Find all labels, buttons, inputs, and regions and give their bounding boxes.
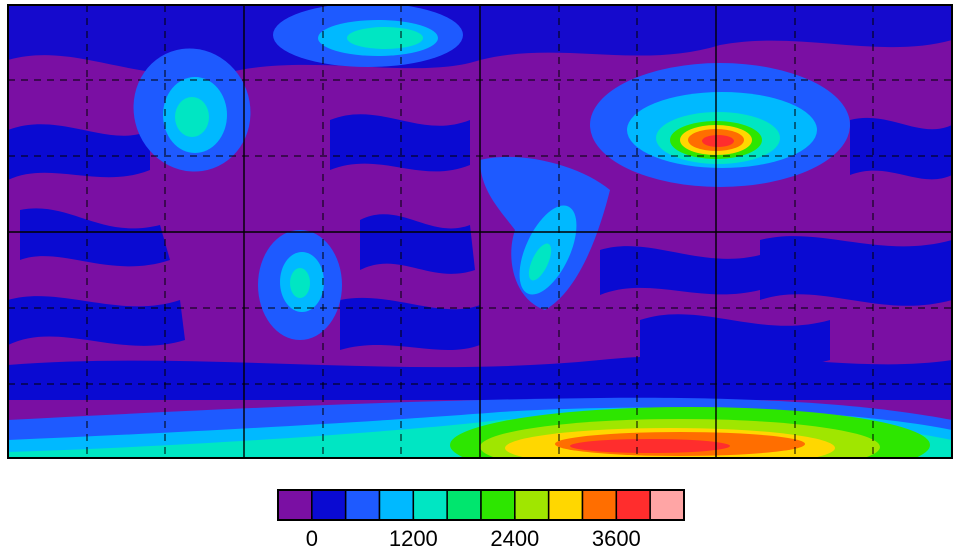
colorbar: 0 1200 2400 3600 <box>277 489 685 551</box>
colorbar-frame <box>277 489 685 521</box>
colorbar-cell <box>581 489 618 521</box>
colorbar-cell <box>514 489 550 521</box>
colorbar-tick-label: 3600 <box>592 526 641 551</box>
map-frame <box>7 4 953 459</box>
africa-high <box>480 156 610 310</box>
colorbar-cell <box>480 489 516 521</box>
colorbar-tick-label: 1200 <box>389 526 438 551</box>
rockies-high <box>133 48 251 172</box>
colorbar-cell <box>547 489 584 521</box>
colorbar-cell <box>615 489 651 521</box>
colorbar-cell <box>412 489 448 521</box>
colorbar-cell <box>378 489 415 521</box>
colorbar-tick-label: 2400 <box>490 526 539 551</box>
colorbar-cell <box>344 489 381 521</box>
greenland-high <box>273 5 463 67</box>
colorbar-cell <box>649 489 685 521</box>
colorbar-cell <box>277 489 313 521</box>
colorbar-cell <box>446 489 482 521</box>
andes-high <box>258 230 342 340</box>
tibet-high <box>590 63 850 187</box>
colorbar-tick-label: 0 <box>306 526 318 551</box>
grid <box>8 5 952 458</box>
colorbar-cell <box>311 489 347 521</box>
map <box>8 5 952 458</box>
